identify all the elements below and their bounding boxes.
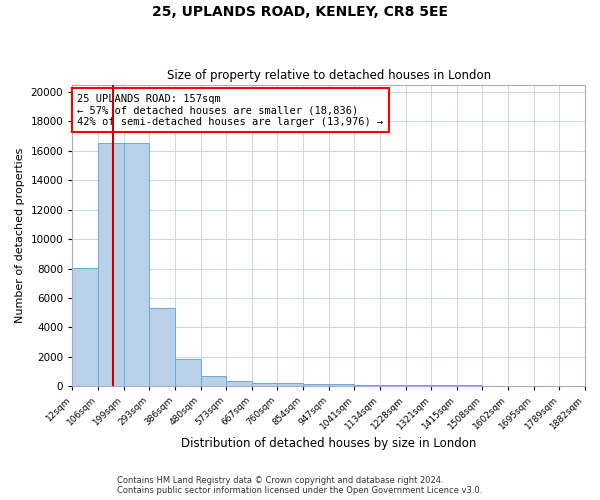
Text: 25 UPLANDS ROAD: 157sqm
← 57% of detached houses are smaller (18,836)
42% of sem: 25 UPLANDS ROAD: 157sqm ← 57% of detache… [77,94,384,127]
Bar [431,385,457,386]
Text: 25, UPLANDS ROAD, KENLEY, CR8 5EE: 25, UPLANDS ROAD, KENLEY, CR8 5EE [152,5,448,19]
Bar [354,384,380,386]
Bar [124,142,149,386]
Bar [175,360,200,386]
Bar [329,384,354,386]
Bar [380,385,406,386]
Bar [406,385,431,386]
Title: Size of property relative to detached houses in London: Size of property relative to detached ho… [167,69,491,82]
Bar [226,381,252,386]
Bar [200,376,226,386]
Bar [277,384,303,386]
Bar [73,268,98,386]
Y-axis label: Number of detached properties: Number of detached properties [15,148,25,323]
Bar [98,142,124,386]
Text: Contains HM Land Registry data © Crown copyright and database right 2024.
Contai: Contains HM Land Registry data © Crown c… [118,476,482,495]
Bar [303,384,329,386]
Bar [149,308,175,386]
X-axis label: Distribution of detached houses by size in London: Distribution of detached houses by size … [181,437,476,450]
Bar [252,382,277,386]
